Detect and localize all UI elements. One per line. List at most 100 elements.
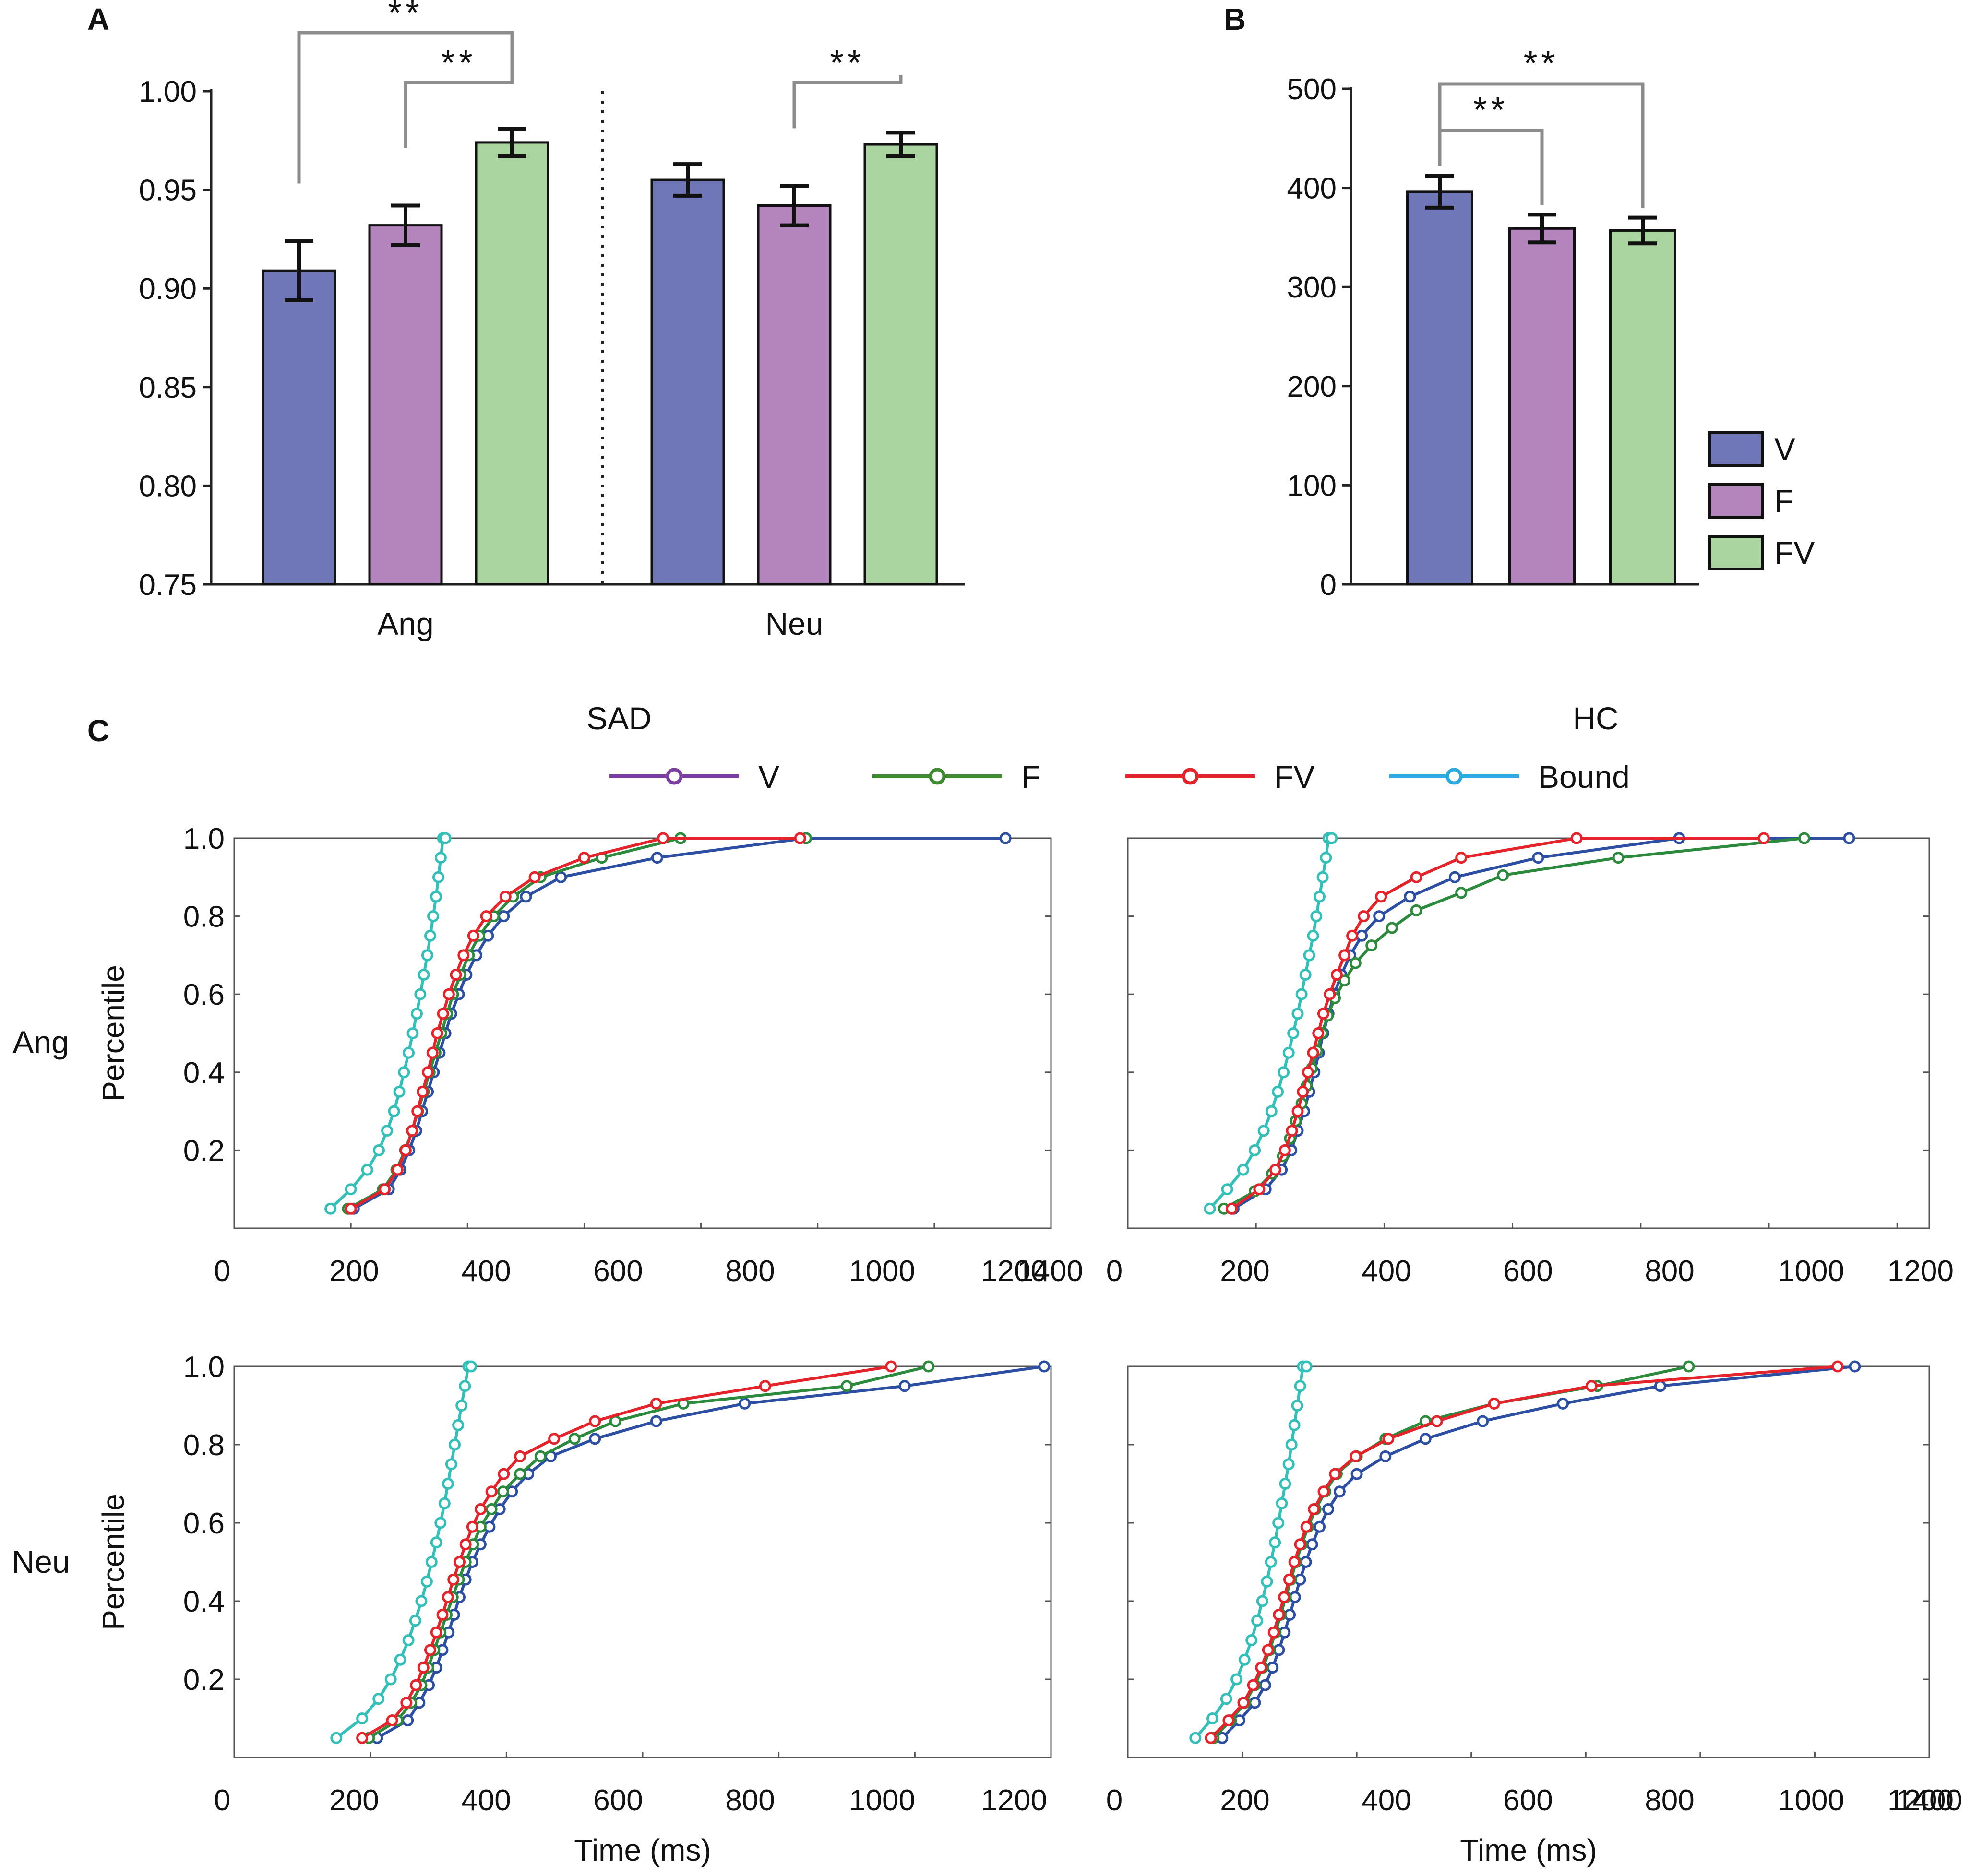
series-point-bound: [1257, 1125, 1270, 1137]
series-point-bound: [465, 1360, 478, 1373]
series-point-bound: [1326, 832, 1338, 844]
series-point-bound: [1251, 1615, 1264, 1627]
series-point-v: [1333, 1485, 1346, 1498]
series-point-fv: [578, 852, 590, 864]
significance-stars: **: [1473, 90, 1509, 130]
series-point-fv: [498, 1468, 510, 1480]
series-point-fv: [589, 1415, 601, 1427]
series-point-bound: [1314, 891, 1326, 903]
series-point-fv: [447, 1573, 460, 1586]
series-point-fv: [431, 1027, 443, 1039]
cdf-subplot-sad-neu: 0.2 0.4 0.6 0.8 1.0 Percentile 0 200 400 600 800 10…: [96, 1351, 1052, 1867]
series-point-fv: [454, 1556, 466, 1568]
series-line-f: [368, 1365, 929, 1739]
x-tick-label-c: 200: [329, 1784, 379, 1817]
x-tick-label-c: 1200: [981, 1784, 1047, 1817]
x-tick-label-c: 0: [1106, 1784, 1123, 1817]
series-point-fv: [1410, 871, 1422, 883]
x-tick-label-c: 200: [329, 1255, 379, 1288]
series-point-bound: [406, 1027, 419, 1039]
series-point-bound: [372, 1693, 385, 1705]
y-tick-label-c: 1.0: [183, 1351, 225, 1384]
series-point-bound: [1265, 1556, 1277, 1568]
column-title-sad: SAD: [586, 701, 652, 736]
bar-neu-fv: [863, 143, 938, 586]
significance-bracket: [297, 31, 514, 184]
series-point-bound: [1204, 1202, 1216, 1215]
series-point-bound: [1261, 1575, 1273, 1588]
series-point-f: [1349, 957, 1362, 969]
series-point-bound: [439, 832, 452, 844]
series-point-bound: [1249, 1144, 1261, 1156]
series-point-bound: [324, 1202, 337, 1215]
series-point-fv: [485, 1485, 498, 1498]
x-tick-label-c: 1400: [1896, 1784, 1962, 1817]
series-point-fv: [1831, 1360, 1844, 1373]
legend-marker-fv: [1182, 768, 1199, 785]
series-point-bound: [361, 1164, 373, 1176]
series-point-fv: [480, 910, 492, 923]
series-point-bound: [1310, 910, 1323, 923]
series-point-v: [1259, 1679, 1271, 1691]
series-point-bound: [1307, 929, 1319, 942]
series-point-bound: [1221, 1183, 1233, 1196]
series-point-fv: [426, 1046, 439, 1059]
x-tick-label-c: 1200: [1887, 1255, 1954, 1288]
legend-label-f: F: [1021, 759, 1040, 795]
series-point-fv: [379, 1183, 391, 1196]
series-point-fv: [1278, 1591, 1290, 1603]
y-tick-label-c: 0.4: [183, 1585, 225, 1618]
error-bar-neu-v: [673, 162, 702, 198]
series-point-v: [520, 891, 532, 903]
panel-c-cdf-plots: C SAD HC V F FV Bound Ang Neu 0.2 0.4 0.6 0.8 1.0 Perc…: [12, 701, 1962, 1867]
series-point-fv: [437, 1008, 449, 1020]
series-point-f: [485, 1503, 498, 1515]
panel-label-c: C: [87, 713, 109, 748]
series-point-fv: [885, 1360, 897, 1373]
series-point-v: [555, 871, 567, 883]
y-axis-label-percentile: Percentile: [96, 965, 131, 1102]
series-point-fv: [459, 1538, 472, 1551]
series-point-f: [841, 1380, 853, 1392]
row-label-ang: Ang: [12, 1024, 69, 1060]
bar-ang-f: [368, 224, 443, 586]
series-point-fv: [1237, 1697, 1250, 1709]
series-point-fv: [1455, 852, 1468, 864]
series-point-fv: [356, 1732, 369, 1744]
series-point-bound: [1220, 1693, 1232, 1705]
series-point-bound: [1276, 1497, 1288, 1509]
series-point-fv: [1267, 1626, 1280, 1639]
series-point-fv: [466, 1520, 478, 1533]
significance-bracket: [404, 71, 514, 148]
series-point-bound: [1237, 1164, 1249, 1176]
series-point-fv: [1358, 910, 1370, 923]
x-axis-label-time: Time (ms): [1460, 1833, 1597, 1867]
significance-bracket: [1438, 82, 1645, 208]
x-tick-label-c: 600: [1503, 1255, 1553, 1288]
series-point-fv: [1262, 1644, 1274, 1656]
x-tick-label-c: 800: [1645, 1255, 1694, 1288]
series-point-bound: [430, 891, 442, 903]
series-point-v: [1300, 1556, 1312, 1568]
legend-label-fv: FV: [1774, 535, 1815, 570]
series-point-bound: [1300, 1360, 1313, 1373]
panel-a-bar-chart: A 0.75 0.80 0.85 0.90 0.95 1.00 Ang Neu ** ** **: [87, 0, 965, 641]
legend-swatch-v: [1708, 431, 1764, 467]
series-point-fv: [1382, 1433, 1395, 1445]
series-point-fv: [1308, 1503, 1320, 1515]
series-point-bound: [411, 1008, 423, 1020]
x-tick-label-c: 1400: [1017, 1255, 1083, 1288]
y-tick-label-c: 0.8: [183, 901, 225, 934]
series-point-f: [1386, 922, 1398, 934]
series-point-bound: [414, 988, 427, 1000]
series-point-bound: [432, 871, 444, 883]
series-point-fv: [1286, 1125, 1298, 1137]
y-tick-label-a: 0.85: [139, 371, 197, 404]
y-tick-label-c: 1.0: [183, 822, 225, 855]
bar-ang-fv: [475, 141, 549, 586]
series-point-fv: [1317, 1485, 1330, 1498]
panel-label-b: B: [1224, 2, 1246, 36]
series-point-bound: [394, 1653, 406, 1666]
series-point-bound: [1288, 1419, 1301, 1431]
